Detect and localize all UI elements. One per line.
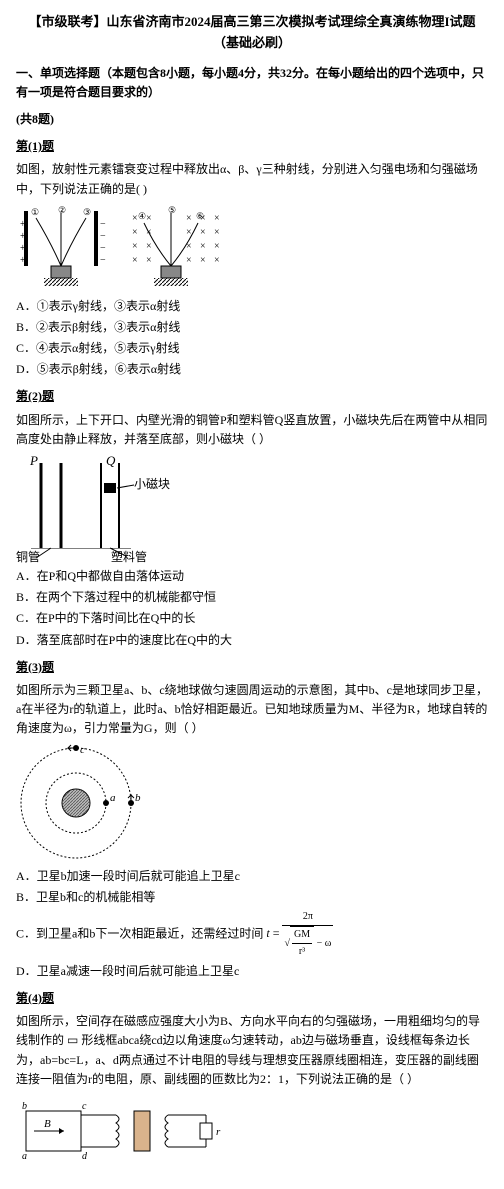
- svg-text:③: ③: [83, 207, 91, 217]
- q2-choice-a: A．在P和Q中都做自由落体运动: [16, 567, 488, 586]
- q3-choice-b: B．卫星b和c的机械能相等: [16, 888, 488, 907]
- svg-text:×: ×: [200, 241, 206, 252]
- svg-text:×: ×: [132, 255, 138, 266]
- svg-text:①: ①: [31, 207, 39, 217]
- svg-text:r: r: [216, 1126, 221, 1138]
- q2-figure: P Q 小磁块 铜管 塑料管: [16, 453, 488, 563]
- svg-text:×: ×: [200, 227, 206, 238]
- q2-stem: 如图所示，上下开口、内壁光滑的铜管P和塑料管Q竖直放置，小磁块先后在两管中从相同…: [16, 411, 488, 449]
- svg-text:+: +: [20, 255, 26, 266]
- svg-text:−: −: [100, 219, 106, 230]
- svg-text:×: ×: [186, 241, 192, 252]
- q3-choice-d: D．卫星a减速一段时间后就可能追上卫星c: [16, 962, 488, 981]
- svg-text:−: −: [100, 231, 106, 242]
- svg-text:+: +: [20, 231, 26, 242]
- svg-text:+: +: [20, 219, 26, 230]
- q2-choice-c: C．在P中的下落时间比在Q中的长: [16, 609, 488, 628]
- svg-text:a: a: [22, 1151, 27, 1162]
- q1-choice-c: C．④表示α射线，⑤表示γ射线: [16, 339, 488, 358]
- q3-choice-c: C．到卫星a和b下一次相距最近，还需经过时间 t = 2π √GMr³ − ω: [16, 909, 488, 960]
- q1-choices: A．①表示γ射线，③表示α射线 B．②表示β射线，③表示α射线 C．④表示α射线…: [16, 297, 488, 380]
- section-heading: 一、单项选择题（本题包含8小题，每小题4分，共32分。在每小题给出的四个选项中，…: [16, 64, 488, 102]
- svg-text:−: −: [100, 243, 106, 254]
- q4-figure: b a c d B r: [16, 1093, 488, 1173]
- svg-text:d: d: [82, 1151, 88, 1162]
- svg-text:④: ④: [138, 211, 146, 221]
- svg-text:×: ×: [132, 241, 138, 252]
- svg-text:B: B: [44, 1118, 51, 1130]
- q1-number: 第(1)题: [16, 137, 488, 156]
- svg-text:−: −: [100, 255, 106, 266]
- svg-text:塑料管: 塑料管: [111, 549, 147, 563]
- svg-text:×: ×: [200, 255, 206, 266]
- q2-choices: A．在P和Q中都做自由落体运动 B．在两个下落过程中的机械能都守恒 C．在P中的…: [16, 567, 488, 650]
- svg-text:a: a: [110, 792, 116, 804]
- svg-text:×: ×: [132, 227, 138, 238]
- svg-text:铜管: 铜管: [16, 549, 40, 563]
- section-subheading: (共8题): [16, 110, 488, 129]
- svg-text:×: ×: [214, 213, 220, 224]
- q1-figure: + + + + − − − − ① ② ③ ××××× ××××× ××××× …: [16, 203, 488, 293]
- svg-text:×: ×: [146, 213, 152, 224]
- q3-number: 第(3)题: [16, 658, 488, 677]
- svg-text:②: ②: [58, 205, 66, 215]
- svg-text:×: ×: [214, 241, 220, 252]
- svg-text:Q: Q: [106, 453, 116, 468]
- svg-text:×: ×: [146, 255, 152, 266]
- svg-text:c: c: [80, 744, 85, 756]
- q3-choices: A．卫星b加速一段时间后就可能追上卫星c B．卫星b和c的机械能相等 C．到卫星…: [16, 867, 488, 982]
- page-title: 【市级联考】山东省济南市2024届高三第三次模拟考试理综全真演练物理I试题（基础…: [16, 12, 488, 54]
- svg-text:⑤: ⑤: [168, 205, 176, 215]
- svg-text:×: ×: [214, 255, 220, 266]
- q3-choice-a: A．卫星b加速一段时间后就可能追上卫星c: [16, 867, 488, 886]
- q1-choice-a: A．①表示γ射线，③表示α射线: [16, 297, 488, 316]
- svg-text:b: b: [22, 1101, 27, 1112]
- svg-text:×: ×: [132, 213, 138, 224]
- q1-choice-d: D．⑤表示β射线，⑥表示α射线: [16, 360, 488, 379]
- q2-choice-b: B．在两个下落过程中的机械能都守恒: [16, 588, 488, 607]
- svg-text:⑥: ⑥: [196, 211, 204, 221]
- svg-text:b: b: [135, 792, 141, 804]
- svg-text:小磁块: 小磁块: [134, 476, 170, 491]
- svg-text:+: +: [20, 243, 26, 254]
- q3-stem: 如图所示为三颗卫星a、b、c绕地球做匀速圆周运动的示意图，其中b、c是地球同步卫…: [16, 681, 488, 739]
- svg-text:×: ×: [214, 227, 220, 238]
- q3-figure: a b c: [16, 743, 488, 863]
- q1-choice-b: B．②表示β射线，③表示α射线: [16, 318, 488, 337]
- q2-number: 第(2)题: [16, 387, 488, 406]
- svg-text:×: ×: [146, 241, 152, 252]
- svg-text:×: ×: [186, 255, 192, 266]
- q4-stem: 如图所示，空间存在磁感应强度大小为B、方向水平向右的匀强磁场，一用粗细均匀的导线…: [16, 1012, 488, 1089]
- svg-text:P: P: [29, 453, 38, 468]
- q4-number: 第(4)题: [16, 989, 488, 1008]
- q2-choice-d: D．落至底部时在P中的速度比在Q中的大: [16, 631, 488, 650]
- svg-text:c: c: [82, 1101, 87, 1112]
- q1-stem: 如图，放射性元素镭衰变过程中释放出α、β、γ三种射线，分别进入匀强电场和匀强磁场…: [16, 160, 488, 198]
- svg-text:×: ×: [186, 213, 192, 224]
